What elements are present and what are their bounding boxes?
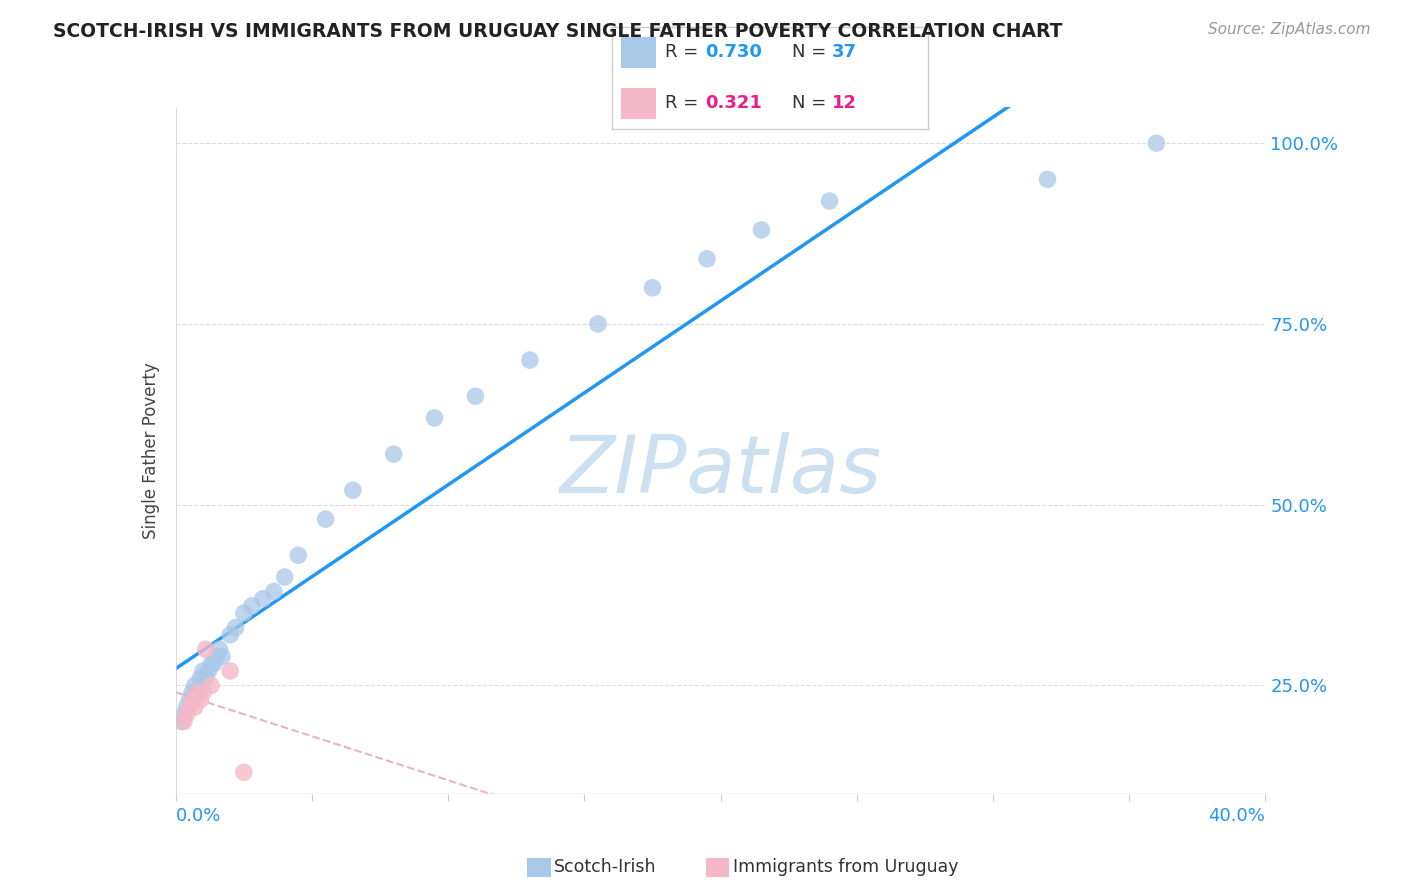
Point: [423, 411, 446, 425]
Text: 0.321: 0.321: [704, 95, 762, 112]
Point: [197, 664, 219, 678]
Point: [240, 599, 263, 613]
Text: 12: 12: [831, 95, 856, 112]
Point: [519, 353, 541, 368]
Point: [179, 700, 201, 714]
Point: [315, 512, 337, 526]
Point: [263, 584, 285, 599]
Y-axis label: Single Father Poverty: Single Father Poverty: [142, 362, 160, 539]
Point: [1036, 172, 1059, 186]
Point: [191, 686, 214, 700]
Point: [252, 591, 274, 606]
Point: [751, 223, 773, 237]
Text: N =: N =: [792, 95, 832, 112]
Point: [641, 281, 664, 295]
Point: [173, 707, 195, 722]
Point: [186, 686, 209, 700]
Point: [202, 657, 225, 671]
Text: N =: N =: [792, 43, 832, 61]
Text: R =: R =: [665, 95, 704, 112]
Point: [205, 649, 228, 664]
Point: [170, 714, 193, 729]
Text: Immigrants from Uruguay: Immigrants from Uruguay: [733, 858, 957, 876]
Bar: [621, 88, 655, 119]
Point: [382, 447, 405, 461]
Text: 0.730: 0.730: [704, 43, 762, 61]
Text: 37: 37: [831, 43, 856, 61]
Point: [1144, 136, 1167, 151]
Text: 0.0%: 0.0%: [176, 807, 221, 825]
Point: [200, 678, 222, 692]
Point: [176, 700, 198, 714]
Point: [181, 686, 204, 700]
Point: [586, 317, 609, 331]
Point: [184, 700, 207, 714]
Text: ZIPatlas: ZIPatlas: [560, 432, 882, 510]
Point: [696, 252, 718, 266]
Point: [186, 686, 209, 700]
Point: [225, 621, 247, 635]
Point: [274, 570, 297, 584]
Point: [191, 664, 214, 678]
Point: [211, 649, 233, 664]
Text: Scotch-Irish: Scotch-Irish: [554, 858, 657, 876]
Point: [232, 765, 254, 780]
Point: [181, 693, 204, 707]
Point: [188, 671, 211, 685]
Point: [194, 671, 217, 685]
Point: [219, 628, 242, 642]
Text: SCOTCH-IRISH VS IMMIGRANTS FROM URUGUAY SINGLE FATHER POVERTY CORRELATION CHART: SCOTCH-IRISH VS IMMIGRANTS FROM URUGUAY …: [53, 22, 1063, 41]
Point: [176, 707, 198, 722]
Point: [232, 606, 254, 620]
Point: [818, 194, 841, 208]
Text: 40.0%: 40.0%: [1209, 807, 1265, 825]
Point: [464, 389, 486, 403]
Bar: [621, 37, 655, 68]
Text: Source: ZipAtlas.com: Source: ZipAtlas.com: [1208, 22, 1371, 37]
Point: [287, 549, 309, 563]
Point: [173, 714, 195, 729]
Text: R =: R =: [665, 43, 704, 61]
Point: [179, 693, 201, 707]
Point: [219, 664, 242, 678]
Point: [200, 657, 222, 671]
Point: [188, 693, 211, 707]
Point: [184, 678, 207, 692]
Point: [208, 642, 231, 657]
Point: [342, 483, 364, 498]
Point: [194, 642, 217, 657]
